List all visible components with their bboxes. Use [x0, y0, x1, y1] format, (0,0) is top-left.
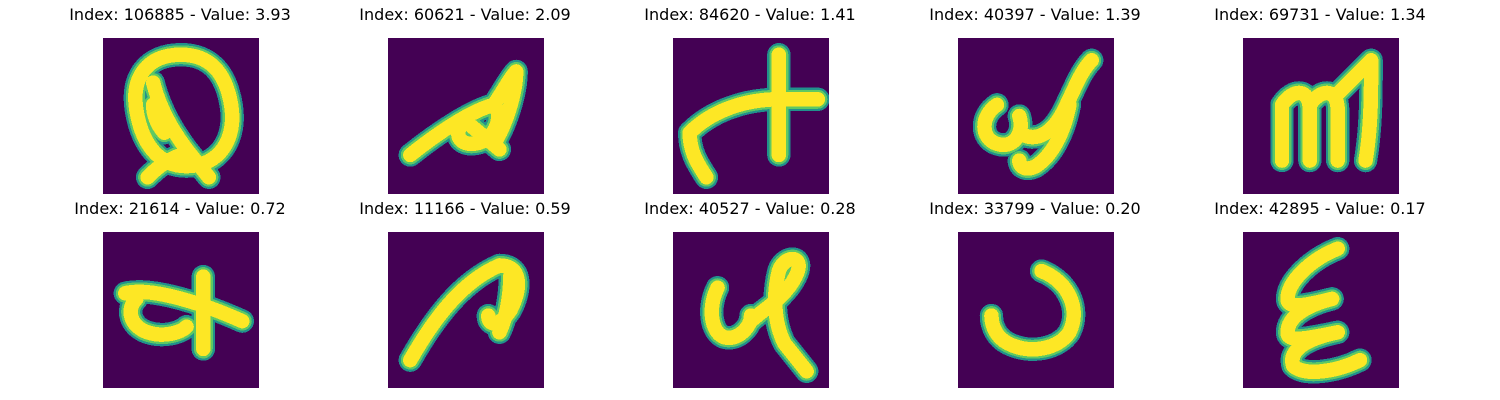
panel-4: Index: 40397 - Value: 1.39: [905, 2, 1165, 194]
panel-2: Index: 60621 - Value: 2.09: [335, 2, 595, 194]
panel-title: Index: 40527 - Value: 0.28: [644, 199, 856, 218]
panel-title: Index: 42895 - Value: 0.17: [1214, 199, 1426, 218]
digit-image: [958, 38, 1114, 194]
panel-title: Index: 69731 - Value: 1.34: [1214, 5, 1426, 24]
glyph-strokes: [700, 247, 819, 383]
glyph-strokes: [1275, 237, 1372, 384]
digit-image: [103, 38, 259, 194]
panel-title: Index: 84620 - Value: 1.41: [644, 5, 856, 24]
digit-image: [388, 232, 544, 388]
panel-title: Index: 21614 - Value: 0.72: [74, 199, 286, 218]
digit-image: [1243, 232, 1399, 388]
glyph-strokes: [1270, 48, 1383, 173]
panel-title: Index: 11166 - Value: 0.59: [359, 199, 571, 218]
glyph-strokes: [972, 48, 1104, 181]
glyph-strokes: [123, 43, 244, 189]
panel-7: Index: 11166 - Value: 0.59: [335, 196, 595, 388]
panel-5: Index: 69731 - Value: 1.34: [1190, 2, 1450, 194]
glyph-strokes: [398, 253, 530, 372]
digit-image: [388, 38, 544, 194]
digit-image: [103, 232, 259, 388]
panel-10: Index: 42895 - Value: 0.17: [1190, 196, 1450, 388]
panel-8: Index: 40527 - Value: 0.28: [620, 196, 880, 388]
panel-1: Index: 106885 - Value: 3.93: [50, 2, 310, 194]
glyph-strokes: [398, 59, 528, 167]
digit-image: [673, 232, 829, 388]
panel-title: Index: 60621 - Value: 2.09: [359, 5, 571, 24]
panel-6: Index: 21614 - Value: 0.72: [50, 196, 310, 388]
digit-image: [673, 38, 829, 194]
panel-9: Index: 33799 - Value: 0.20: [905, 196, 1165, 388]
glyph-strokes: [113, 264, 254, 361]
digit-image: [958, 232, 1114, 388]
panel-title: Index: 40397 - Value: 1.39: [929, 5, 1141, 24]
panel-3: Index: 84620 - Value: 1.41: [620, 2, 880, 194]
glyph-strokes: [678, 43, 829, 189]
panel-title: Index: 106885 - Value: 3.93: [69, 5, 291, 24]
panel-title: Index: 33799 - Value: 0.20: [929, 199, 1141, 218]
glyph-strokes: [979, 259, 1086, 361]
digit-image: [1243, 38, 1399, 194]
